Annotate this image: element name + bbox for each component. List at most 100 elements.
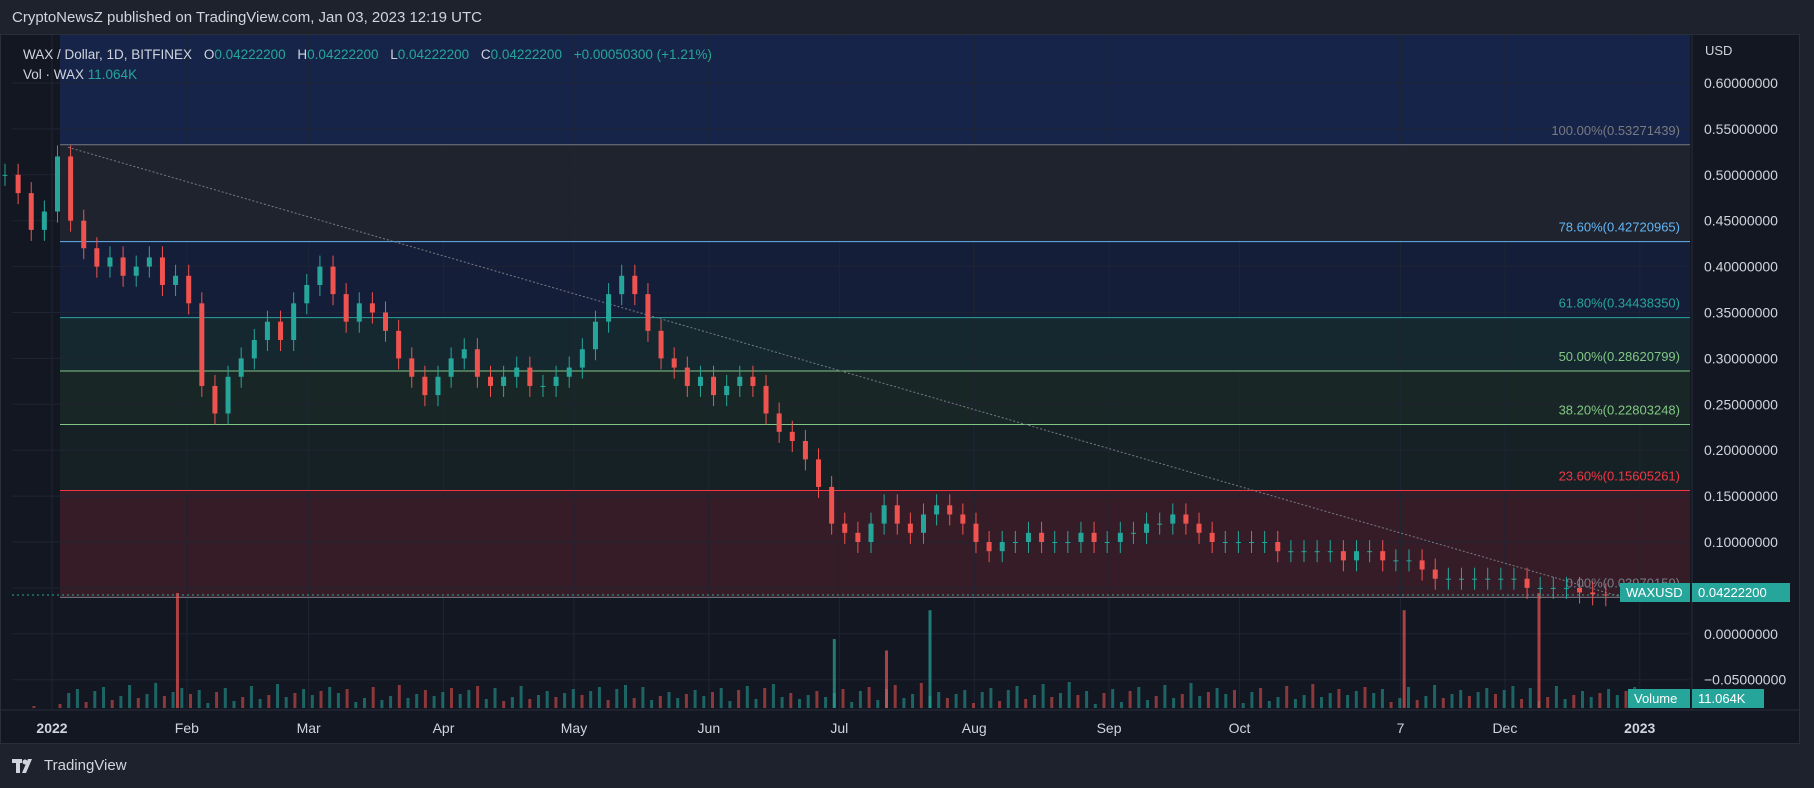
candle-body[interactable] (1380, 551, 1386, 561)
candle-body[interactable] (369, 303, 375, 313)
candle-body[interactable] (1550, 587, 1556, 589)
candle-body[interactable] (1340, 551, 1346, 561)
candle-body[interactable] (159, 257, 165, 285)
candle-body[interactable] (330, 266, 336, 295)
candle-body[interactable] (1130, 532, 1136, 534)
candle-body[interactable] (960, 514, 966, 524)
candle-body[interactable] (907, 523, 913, 533)
candle-body[interactable] (671, 358, 677, 368)
candle-body[interactable] (1472, 578, 1478, 580)
candle-body[interactable] (173, 275, 179, 285)
candle-body[interactable] (68, 156, 74, 221)
candle-body[interactable] (947, 505, 953, 515)
candle-body[interactable] (553, 376, 559, 386)
candle-body[interactable] (1078, 532, 1084, 542)
candle-body[interactable] (212, 385, 218, 414)
candle-body[interactable] (802, 441, 808, 460)
candle-body[interactable] (1012, 542, 1018, 543)
candle-body[interactable] (1367, 551, 1373, 553)
candle-body[interactable] (1262, 542, 1268, 543)
candle-body[interactable] (1170, 514, 1176, 524)
candle-body[interactable] (199, 303, 205, 386)
candle-body[interactable] (697, 376, 703, 386)
candle-body[interactable] (1222, 542, 1228, 543)
candle-body[interactable] (1393, 560, 1399, 562)
candle-body[interactable] (816, 459, 822, 487)
candle-body[interactable] (356, 303, 362, 322)
candle-body[interactable] (186, 275, 192, 304)
candle-body[interactable] (973, 523, 979, 542)
candle-body[interactable] (1577, 587, 1583, 593)
candle-body[interactable] (107, 257, 113, 267)
candle-body[interactable] (894, 505, 900, 524)
candle-body[interactable] (1288, 551, 1294, 553)
candle-body[interactable] (789, 431, 795, 442)
candle-body[interactable] (1091, 532, 1097, 542)
candle-body[interactable] (763, 385, 769, 414)
candle-body[interactable] (146, 257, 152, 267)
candle-body[interactable] (540, 385, 546, 387)
candle-body[interactable] (619, 275, 625, 295)
candle-body[interactable] (448, 358, 454, 377)
candle-body[interactable] (1235, 542, 1241, 543)
candle-body[interactable] (1537, 587, 1543, 589)
candle-body[interactable] (1301, 551, 1307, 553)
candle-body[interactable] (711, 376, 717, 396)
trend-line[interactable] (67, 146, 1638, 603)
candle-body[interactable] (225, 376, 231, 414)
candle-body[interactable] (1458, 578, 1464, 580)
candle-body[interactable] (724, 385, 730, 396)
candle-body[interactable] (1025, 532, 1031, 542)
candle-body[interactable] (1563, 587, 1569, 589)
candle-body[interactable] (999, 542, 1005, 552)
candle-body[interactable] (579, 349, 585, 368)
candle-body[interactable] (317, 266, 323, 285)
candle-body[interactable] (632, 275, 638, 295)
candle-body[interactable] (1445, 578, 1451, 580)
candle-body[interactable] (776, 413, 782, 432)
candle-body[interactable] (1209, 532, 1215, 542)
candle-body[interactable] (986, 542, 992, 552)
candle-body[interactable] (133, 266, 139, 276)
candle-body[interactable] (934, 505, 940, 515)
candle-body[interactable] (1039, 532, 1045, 542)
candle-body[interactable] (842, 523, 848, 533)
candle-body[interactable] (514, 367, 520, 377)
candle-body[interactable] (1052, 542, 1058, 543)
candle-body[interactable] (1353, 551, 1359, 561)
candle-body[interactable] (868, 523, 874, 542)
candle-body[interactable] (658, 330, 664, 359)
candle-body[interactable] (28, 193, 34, 230)
chart-pane[interactable] (0, 34, 1800, 744)
candle-body[interactable] (527, 367, 533, 386)
candle-body[interactable] (1157, 523, 1163, 525)
candle-body[interactable] (54, 156, 60, 212)
candle-body[interactable] (501, 376, 507, 386)
candle-body[interactable] (737, 376, 743, 386)
candle-body[interactable] (343, 294, 349, 322)
candle-body[interactable] (291, 303, 297, 341)
candle-body[interactable] (15, 174, 21, 194)
candle-body[interactable] (592, 321, 598, 350)
candle-body[interactable] (474, 349, 480, 377)
candle-body[interactable] (1485, 578, 1491, 580)
candle-body[interactable] (1524, 578, 1530, 588)
candle-body[interactable] (566, 367, 572, 377)
candle-body[interactable] (1196, 523, 1202, 533)
candle-body[interactable] (1117, 532, 1123, 542)
candle-body[interactable] (920, 514, 926, 533)
volume-legend-label[interactable]: Vol · WAX (23, 67, 85, 82)
candle-body[interactable] (304, 284, 310, 304)
candle-body[interactable] (383, 312, 389, 331)
candle-body[interactable] (1065, 542, 1071, 543)
candle-body[interactable] (461, 349, 467, 359)
candle-body[interactable] (1327, 551, 1333, 553)
candle-body[interactable] (1432, 569, 1438, 579)
candle-body[interactable] (264, 321, 270, 341)
candle-body[interactable] (251, 340, 257, 359)
candle-body[interactable] (1249, 542, 1255, 543)
candle-body[interactable] (855, 532, 861, 542)
candle-body[interactable] (278, 321, 284, 341)
candle-body[interactable] (487, 376, 493, 386)
candle-body[interactable] (1183, 514, 1189, 524)
